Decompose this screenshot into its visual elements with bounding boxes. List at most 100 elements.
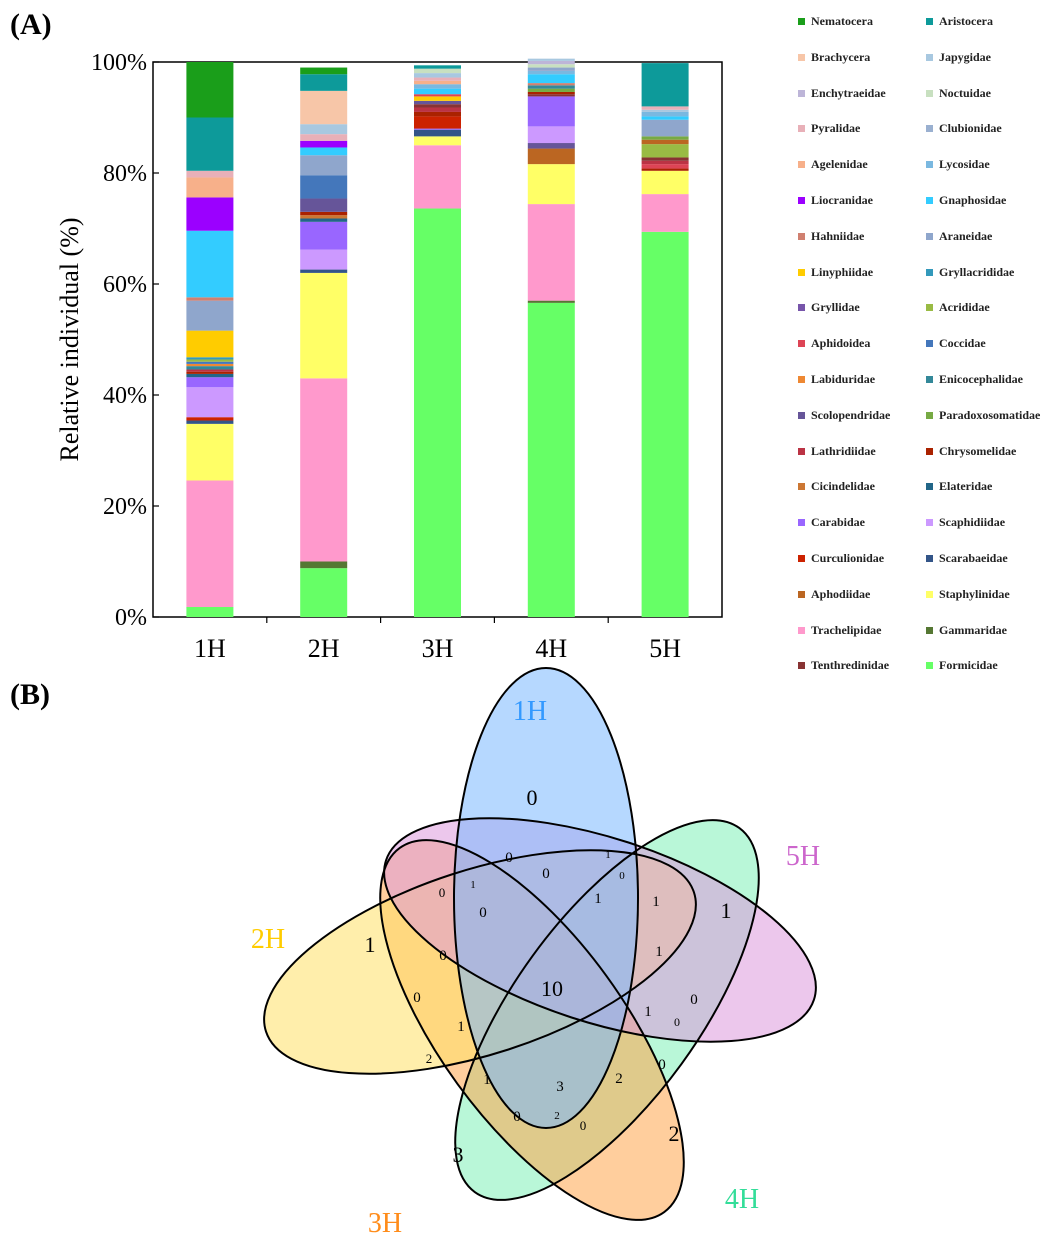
bar-segment — [527, 143, 575, 149]
bar-segment — [300, 124, 348, 135]
bar-segment — [641, 157, 689, 161]
bar-segment — [300, 561, 348, 569]
legend-item: Paradoxosomatidae — [926, 408, 1040, 423]
bar-segment — [527, 67, 575, 71]
x-tick-label: 2H — [308, 634, 340, 663]
bar-segment — [300, 215, 348, 219]
legend-item: Tenthredinidae — [798, 658, 889, 673]
bar-segment — [414, 68, 461, 74]
x-tick-label: 1H — [194, 634, 226, 663]
bar-segment — [414, 116, 461, 129]
legend-label: Lycosidae — [939, 157, 990, 172]
legend-item: Gryllacrididae — [926, 265, 1014, 280]
bar-segment — [300, 218, 348, 222]
bar-segment — [186, 300, 234, 331]
bar-segment — [186, 371, 234, 374]
venn-outline — [379, 839, 685, 1221]
venn-count: 1 — [644, 1004, 652, 1020]
legend-item: Curculionidae — [798, 551, 884, 566]
legend-label: Staphylinidae — [939, 586, 1010, 601]
legend-item: Brachycera — [798, 50, 870, 65]
bar-segment — [186, 387, 234, 418]
x-tick-label: 5H — [649, 634, 681, 663]
bar-segment — [527, 74, 575, 84]
bar-segment — [414, 96, 461, 101]
bar-segment — [300, 211, 348, 216]
venn-count: 1 — [652, 894, 660, 910]
venn-count: 1 — [605, 849, 611, 861]
legend-label: Enchytraeidae — [811, 85, 886, 100]
venn-count: 2 — [615, 1071, 623, 1087]
legend-item: Gryllidae — [798, 300, 860, 315]
venn-count: 2 — [426, 1051, 433, 1066]
legend-label: Formicidae — [939, 658, 998, 673]
venn-count: 1 — [483, 1072, 491, 1088]
legend-swatch — [926, 519, 933, 527]
bar-segment — [186, 170, 234, 178]
legend-label: Coccidae — [939, 336, 986, 351]
bar-segment — [300, 147, 348, 156]
legend-swatch — [798, 268, 805, 276]
legend-swatch — [926, 447, 933, 455]
legend-item: Lycosidae — [926, 157, 990, 172]
y-axis-label: Relative individual (%) — [55, 217, 84, 461]
legend-item: Gnaphosidae — [926, 193, 1006, 208]
bar-segment — [414, 77, 461, 81]
bar-segment — [414, 208, 461, 617]
bar-segment — [527, 302, 575, 617]
legend-label: Pyralidae — [811, 121, 861, 136]
legend-swatch — [926, 304, 933, 312]
bar-segment — [186, 363, 234, 367]
bar-segment — [414, 107, 461, 112]
bar-segment — [527, 148, 575, 165]
bar-segment — [527, 70, 575, 75]
y-tick-label: 20% — [103, 494, 147, 520]
panel-a-label: (A) — [10, 8, 52, 41]
venn-count: 1 — [721, 898, 732, 923]
legend-label: Japygidae — [939, 49, 992, 64]
legend-item: Labiduridae — [798, 372, 875, 387]
bar-segment — [641, 116, 689, 120]
bar-segment — [527, 88, 575, 92]
venn-count: 0 — [658, 1057, 666, 1073]
bar-segment — [186, 377, 234, 388]
bar-segment — [300, 378, 348, 562]
legend-label: Linyphiidae — [811, 264, 874, 279]
legend-label: Cicindelidae — [811, 479, 876, 494]
legend-item: Acrididae — [926, 300, 990, 315]
legend-label: Nematocera — [811, 14, 873, 28]
bar-segment — [641, 168, 689, 171]
legend-item: Lathridiidae — [798, 444, 876, 459]
legend-item: Nematocera — [798, 14, 873, 29]
legend-swatch — [798, 161, 805, 169]
bar-segment — [527, 96, 575, 127]
y-tick-label: 60% — [103, 272, 147, 298]
legend-label: Scolopendridae — [811, 407, 891, 422]
legend-swatch — [926, 125, 933, 133]
legend-swatch — [798, 197, 805, 204]
bar-segment — [186, 357, 234, 360]
legend-swatch — [926, 53, 933, 61]
venn-count: 3 — [453, 1142, 464, 1167]
legend-swatch — [798, 18, 805, 25]
bar-segment — [300, 67, 348, 75]
bar-segment — [300, 90, 348, 125]
legend-swatch — [798, 483, 805, 491]
legend-item: Enicocephalidae — [926, 372, 1023, 387]
legend-swatch — [926, 411, 933, 419]
bar-segment — [641, 139, 689, 145]
legend-item: Cicindelidae — [798, 479, 875, 494]
legend-label: Trachelipidae — [811, 622, 882, 637]
legend-label: Araneidae — [939, 228, 993, 243]
legend-label: Tenthredinidae — [811, 658, 890, 673]
bar-segment — [641, 194, 689, 232]
venn-set-3h — [380, 840, 684, 1220]
venn-count: 1 — [655, 944, 663, 960]
venn-outline — [453, 667, 639, 1129]
bar-segment — [414, 84, 461, 89]
bar-segment — [641, 231, 689, 617]
legend-swatch — [926, 590, 933, 598]
bar-segment — [186, 330, 234, 358]
bar-segment — [414, 100, 461, 105]
venn-count: 0 — [439, 885, 446, 900]
